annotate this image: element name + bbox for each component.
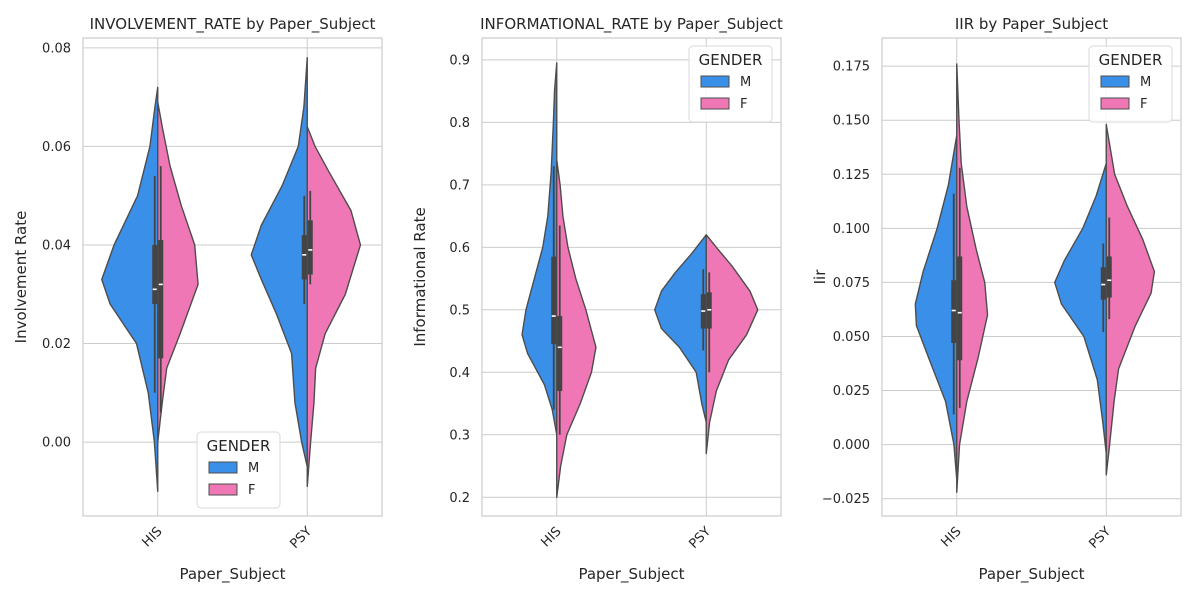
y-tick-label: 0.000 bbox=[833, 438, 870, 453]
violin-half-HIS-M bbox=[521, 62, 558, 436]
iqr-box-PSY-M bbox=[1100, 267, 1106, 300]
legend-entry-M: M bbox=[1140, 75, 1151, 90]
chart-title: INFORMATIONAL_RATE by Paper_Subject bbox=[480, 15, 783, 34]
x-tick-label: PSY bbox=[287, 524, 315, 552]
y-tick-label: 0.02 bbox=[42, 337, 71, 352]
y-axis-label: Informational Rate bbox=[411, 207, 429, 346]
y-tick-label: 0.7 bbox=[449, 178, 470, 193]
y-tick-label: 0.075 bbox=[833, 276, 870, 291]
violin-half-PSY-F bbox=[306, 126, 362, 488]
legend-entry-F: F bbox=[248, 483, 255, 498]
axes-frame bbox=[481, 37, 782, 517]
iqr-box-HIS-M bbox=[152, 244, 158, 305]
y-tick-label: −0.025 bbox=[822, 492, 870, 507]
chart-title: INVOLVEMENT_RATE by Paper_Subject bbox=[90, 15, 376, 34]
legend-entry-M: M bbox=[248, 461, 259, 476]
iqr-box-PSY-F bbox=[307, 220, 313, 275]
y-tick-label: 0.100 bbox=[833, 222, 870, 237]
iqr-box-HIS-F bbox=[158, 240, 164, 359]
y-tick-label: 0.050 bbox=[833, 330, 870, 345]
legend-swatch-M bbox=[208, 461, 238, 474]
y-tick-label: 0.00 bbox=[42, 436, 71, 451]
y-tick-label: 0.04 bbox=[42, 238, 71, 253]
y-tick-label: 0.025 bbox=[833, 384, 870, 399]
panel-2: 0.2 0.3 0.4 0.5 0.6 0.7 0.8 0.9 HIS PSY INFORMATIO… bbox=[411, 15, 783, 584]
violin-half-HIS-F bbox=[556, 159, 597, 498]
violin-half-HIS-F bbox=[157, 101, 199, 443]
y-axis-label: Involvement Rate bbox=[12, 211, 30, 344]
y-tick-label: 0.6 bbox=[449, 241, 470, 256]
x-tick-label: PSY bbox=[1086, 524, 1114, 552]
iqr-box-HIS-M bbox=[551, 256, 557, 345]
y-tick-label: 0.2 bbox=[449, 491, 470, 506]
violin-group-HIS bbox=[101, 86, 199, 493]
violin-group-HIS bbox=[914, 63, 989, 493]
panel-1: 0.00 0.02 0.04 0.06 0.08 HIS PSY INVOLVEMENT_RA… bbox=[12, 15, 383, 584]
violin-group-PSY bbox=[1054, 123, 1156, 476]
legend-title: GENDER bbox=[1099, 51, 1163, 69]
x-tick-label: HIS bbox=[140, 524, 166, 550]
legend-entry-F: F bbox=[740, 97, 747, 112]
legend-title: GENDER bbox=[699, 51, 763, 69]
legend: GENDER MF bbox=[196, 431, 281, 509]
axes-frame bbox=[881, 37, 1182, 517]
legend-swatch-M bbox=[1100, 75, 1130, 88]
y-tick-label: 0.08 bbox=[42, 41, 71, 56]
y-tick-label: 0.175 bbox=[833, 60, 870, 75]
violin-half-HIS-M bbox=[101, 86, 159, 493]
violin-half-HIS-M bbox=[914, 134, 958, 480]
legend: GENDER MF bbox=[688, 45, 773, 123]
y-tick-label: 0.5 bbox=[449, 303, 470, 318]
violin-half-PSY-M bbox=[250, 57, 308, 468]
panel-3: −0.025 0.000 0.025 0.050 0.075 0.100 0.125 0.15… bbox=[811, 15, 1182, 584]
iqr-box-HIS-M bbox=[951, 280, 957, 343]
y-tick-label: 0.06 bbox=[42, 140, 71, 155]
violin-group-PSY bbox=[654, 234, 759, 455]
violin-group-HIS bbox=[521, 62, 597, 498]
y-tick-label: 0.9 bbox=[449, 53, 470, 68]
x-axis-label: Paper_Subject bbox=[978, 565, 1084, 584]
legend-swatch-F bbox=[1100, 97, 1130, 110]
axes-frame bbox=[82, 37, 383, 517]
violin-half-PSY-F bbox=[1105, 123, 1156, 476]
violin-half-HIS-F bbox=[956, 63, 989, 493]
y-axis-label: Iir bbox=[811, 269, 829, 285]
violin-group-PSY bbox=[250, 57, 362, 488]
violin-half-PSY-F bbox=[705, 234, 759, 455]
chart-title: IIR by Paper_Subject bbox=[955, 15, 1108, 34]
legend-swatch-F bbox=[208, 483, 238, 496]
legend-swatch-F bbox=[700, 97, 730, 110]
x-axis-label: Paper_Subject bbox=[578, 565, 684, 584]
iqr-box-HIS-F bbox=[957, 256, 963, 361]
x-tick-label: HIS bbox=[539, 524, 565, 550]
x-tick-label: HIS bbox=[939, 524, 965, 550]
legend: GENDER MF bbox=[1088, 45, 1173, 123]
violin-half-PSY-M bbox=[654, 234, 707, 423]
legend-entry-F: F bbox=[1140, 97, 1147, 112]
legend-entry-M: M bbox=[740, 75, 751, 90]
legend-swatch-M bbox=[700, 75, 730, 88]
iqr-box-PSY-M bbox=[301, 235, 307, 280]
violin-half-PSY-M bbox=[1054, 162, 1107, 454]
y-tick-label: 0.125 bbox=[833, 168, 870, 183]
x-tick-label: PSY bbox=[686, 524, 714, 552]
iqr-box-HIS-F bbox=[557, 316, 563, 392]
x-axis-label: Paper_Subject bbox=[179, 565, 285, 584]
y-tick-label: 0.8 bbox=[449, 116, 470, 131]
y-tick-label: 0.4 bbox=[449, 366, 470, 381]
y-tick-label: 0.150 bbox=[833, 114, 870, 129]
y-tick-label: 0.3 bbox=[449, 428, 470, 443]
legend-title: GENDER bbox=[207, 437, 271, 455]
iqr-box-PSY-F bbox=[1106, 256, 1112, 298]
